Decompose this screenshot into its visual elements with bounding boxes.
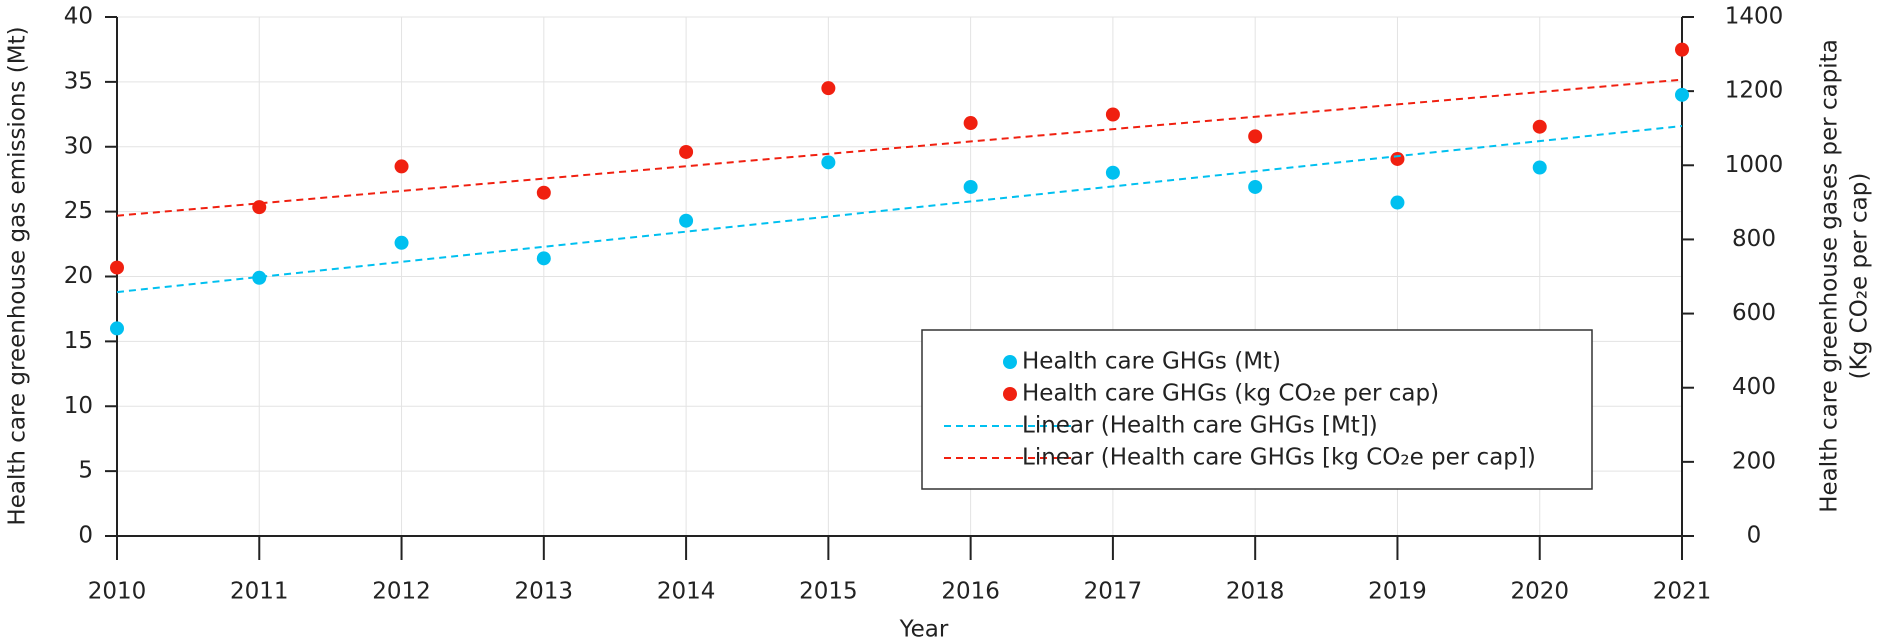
y2-tick-label: 1200	[1725, 78, 1784, 104]
point	[1248, 129, 1263, 144]
x-tick-label: 2012	[372, 579, 431, 605]
point	[821, 155, 836, 170]
y2-tick-label: 1000	[1725, 152, 1784, 178]
x-tick-label: 2017	[1084, 579, 1143, 605]
point	[963, 179, 978, 194]
point	[394, 235, 409, 250]
point	[679, 213, 694, 228]
trend-line	[116, 78, 1683, 217]
y2-axis-label: Health care greenhouse gases per capita	[1817, 39, 1843, 513]
y-tick-label: 25	[64, 198, 93, 224]
x-tick-label: 2021	[1653, 579, 1712, 605]
y2-tick-label: 800	[1732, 226, 1776, 252]
y2-tick-label: 1400	[1725, 4, 1784, 30]
y-tick-label: 15	[64, 328, 93, 354]
y-axis-label: Health care greenhouse gas emissions (Mt…	[5, 26, 31, 525]
point	[1675, 42, 1689, 57]
y-tick-label: 10	[64, 393, 93, 419]
point	[252, 270, 267, 285]
point	[536, 185, 551, 200]
point	[1390, 151, 1405, 166]
y-tick-label: 0	[78, 523, 93, 549]
x-tick-label: 2014	[657, 579, 716, 605]
x-axis-label: Year	[899, 617, 949, 643]
trend-line	[116, 124, 1683, 294]
point	[1390, 195, 1405, 210]
y2-tick-label: 200	[1732, 448, 1776, 474]
point	[1675, 87, 1689, 102]
x-tick-label: 2010	[88, 579, 147, 605]
y-tick-label: 30	[64, 133, 93, 159]
x-tick-label: 2018	[1226, 579, 1285, 605]
point	[394, 159, 409, 174]
point	[1105, 107, 1120, 122]
point	[821, 81, 836, 96]
legend-marker	[1003, 387, 1017, 401]
point	[963, 116, 978, 131]
y-tick-label: 5	[78, 458, 93, 484]
x-tick-label: 2013	[515, 579, 574, 605]
x-tick-label: 2019	[1368, 579, 1427, 605]
legend-label: Health care GHGs (Mt)	[1022, 349, 1281, 375]
y2-tick-label: 600	[1732, 300, 1776, 326]
y-tick-label: 20	[64, 263, 93, 289]
point	[1105, 165, 1120, 180]
point	[110, 260, 124, 275]
point	[536, 251, 551, 266]
y2-tick-label: 400	[1732, 374, 1776, 400]
legend-marker	[1003, 355, 1017, 369]
y2-axis-label: (Kg CO₂e per cap)	[1847, 173, 1873, 380]
y-tick-label: 35	[64, 68, 93, 94]
y2-tick-label: 0	[1747, 523, 1762, 549]
legend-label: Health care GHGs (kg CO₂e per cap)	[1022, 381, 1439, 407]
legend-label: Linear (Health care GHGs [kg CO₂e per ca…	[1022, 445, 1536, 471]
y-tick-label: 40	[64, 4, 93, 30]
point	[110, 321, 124, 336]
point	[1532, 119, 1547, 134]
x-tick-label: 2016	[941, 579, 1000, 605]
point	[1248, 179, 1263, 194]
legend-box	[921, 329, 1593, 490]
x-tick-label: 2011	[230, 579, 289, 605]
point	[1532, 160, 1547, 175]
legend-label: Linear (Health care GHGs [Mt])	[1022, 413, 1378, 439]
x-tick-label: 2020	[1510, 579, 1569, 605]
point	[679, 144, 694, 159]
x-tick-label: 2015	[799, 579, 858, 605]
